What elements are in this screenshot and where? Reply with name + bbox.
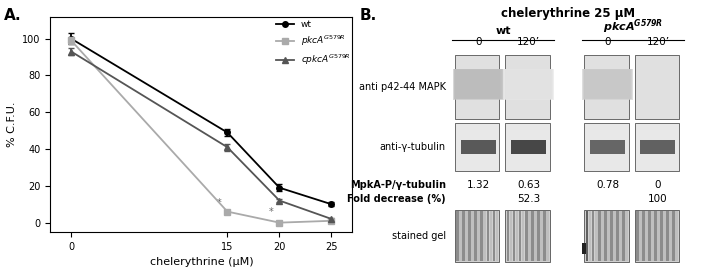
Text: MpkA-P/γ-tubulin: MpkA-P/γ-tubulin	[349, 180, 446, 190]
Text: 120’: 120’	[646, 37, 669, 47]
Text: B.: B.	[360, 8, 377, 23]
Legend: wt, $pkcA^{G579R}$, $cpkcA^{G579R}$: wt, $pkcA^{G579R}$, $cpkcA^{G579R}$	[272, 17, 354, 71]
Text: A.: A.	[4, 8, 22, 23]
Text: 0: 0	[475, 37, 482, 47]
Text: 0.63: 0.63	[517, 180, 540, 190]
Text: 0.78: 0.78	[596, 180, 619, 190]
Text: wt: wt	[495, 26, 511, 36]
Text: $\bfit{pkcA}^{\bfit{G579R}}$: $\bfit{pkcA}^{\bfit{G579R}}$	[603, 17, 663, 36]
Text: 1.32: 1.32	[467, 180, 490, 190]
Text: 52.3: 52.3	[517, 194, 540, 204]
Text: chelerythrine 25 μM: chelerythrine 25 μM	[501, 7, 635, 20]
Text: 0: 0	[604, 37, 611, 47]
Y-axis label: % C.F.U.: % C.F.U.	[6, 102, 17, 147]
Text: anti p42-44 MAPK: anti p42-44 MAPK	[359, 82, 446, 92]
Text: anti-γ-tubulin: anti-γ-tubulin	[380, 142, 446, 152]
Text: *: *	[269, 207, 273, 217]
Text: 100: 100	[648, 194, 668, 204]
Text: stained gel: stained gel	[392, 231, 446, 241]
Text: *: *	[216, 198, 221, 208]
Text: 120’: 120’	[517, 37, 540, 47]
Text: Fold decrease (%): Fold decrease (%)	[347, 194, 446, 204]
Text: 0: 0	[654, 180, 661, 190]
X-axis label: chelerythrine (μM): chelerythrine (μM)	[150, 257, 253, 267]
